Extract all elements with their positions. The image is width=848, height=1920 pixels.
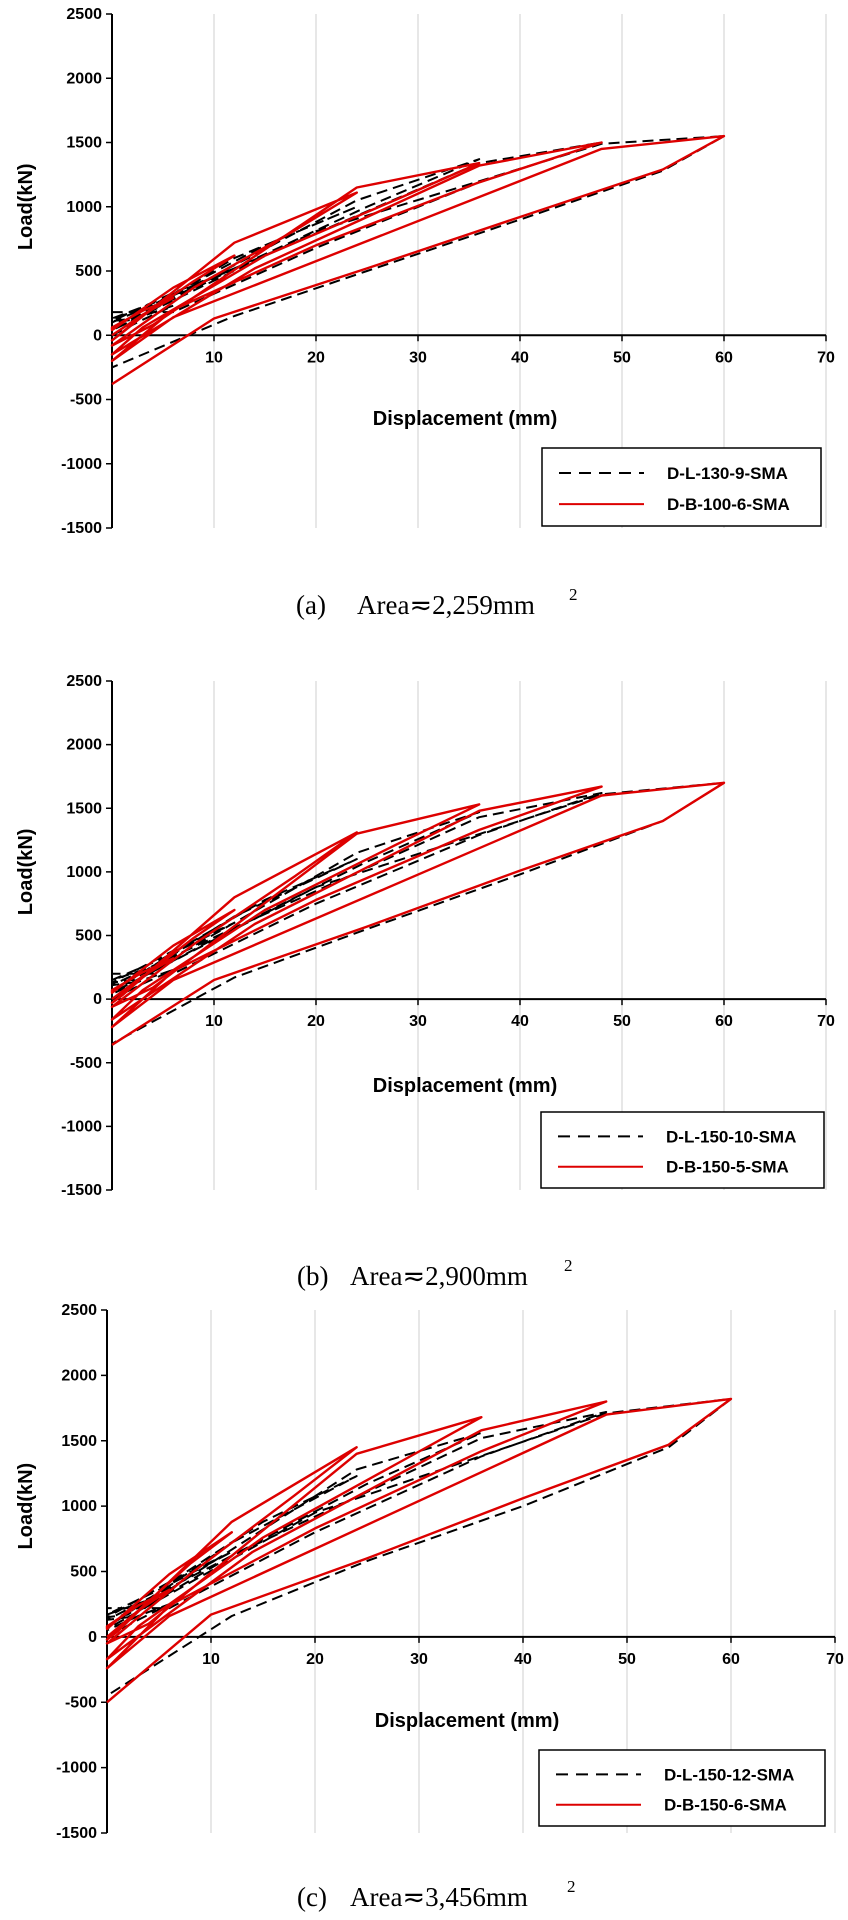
y-tick-label: 2500 [66,6,102,23]
y-tick-label: 500 [75,263,102,280]
caption-text: Area≂2,900mm [350,1261,528,1291]
y-tick-label: -1000 [61,1118,102,1135]
x-tick-label: 30 [409,1013,427,1030]
legend-label: D-B-150-5-SMA [666,1158,789,1177]
x-tick-label: 60 [715,1013,733,1030]
legend: D-L-150-10-SMA D-B-150-5-SMA [540,1111,825,1189]
y-tick-label: -1500 [56,1825,97,1842]
y-tick-label: -500 [70,392,102,409]
x-tick-label: 60 [722,1651,740,1668]
legend-label: D-B-100-6-SMA [667,495,790,514]
legend-label: D-L-130-9-SMA [667,464,788,483]
x-tick-label: 10 [205,1013,223,1030]
y-axis-title: Load(kN) [15,1463,37,1550]
caption-label: (a) [296,590,326,620]
y-tick-label: -1500 [61,1182,102,1199]
x-tick-label: 40 [514,1651,532,1668]
y-tick-label: 2000 [66,737,102,754]
y-tick-label: 500 [70,1564,97,1581]
y-tick-label: -500 [65,1694,97,1711]
legend-box [540,1111,825,1189]
x-tick-label: 10 [205,349,223,366]
y-tick-label: 2500 [66,673,102,690]
x-tick-label: 70 [817,349,835,366]
legend: D-L-130-9-SMA D-B-100-6-SMA [541,447,822,527]
x-tick-label: 70 [817,1013,835,1030]
series-line-d-b-100-6-sma [110,134,726,386]
x-axis-title: Displacement (mm) [373,1075,558,1097]
y-tick-label: 2000 [66,70,102,87]
panel-caption: (c) Area≂3,456mm 2 [297,1877,576,1912]
caption-superscript: 2 [567,1877,576,1896]
y-tick-label: 2000 [61,1367,97,1384]
x-tick-label: 40 [511,349,529,366]
x-axis-title: Displacement (mm) [375,1710,560,1732]
chart-panel-c: 2500 2000 1500 1000 500 0 -500 -1000 -1500 10 20 30… [15,1302,844,1912]
x-tick-label: 50 [613,349,631,366]
x-axis-title: Displacement (mm) [373,408,558,430]
x-tick-label: 20 [307,349,325,366]
panel-caption: (a) Area≂2,259mm 2 [296,585,578,620]
panel-caption: (b) Area≂2,900mm 2 [297,1256,573,1291]
legend-label: D-L-150-10-SMA [666,1127,796,1146]
y-axis-title: Load(kN) [15,829,37,916]
x-tick-label: 30 [409,349,427,366]
legend: D-L-150-12-SMA D-B-150-6-SMA [538,1749,826,1827]
x-tick-label: 20 [306,1651,324,1668]
y-axis-title: Load(kN) [15,163,37,250]
y-tick-label: -1000 [61,456,102,473]
caption-superscript: 2 [564,1256,573,1275]
x-tick-label: 30 [410,1651,428,1668]
chart-panel-b: 2500 2000 1500 1000 500 0 -500 -1000 -1500 10 20 30… [15,673,835,1291]
y-tick-label: -1000 [56,1760,97,1777]
y-tick-label: 1000 [61,1498,97,1515]
y-tick-label: -500 [70,1055,102,1072]
y-tick-label: 1000 [66,864,102,881]
y-tick-label: 1500 [66,135,102,152]
y-tick-label: 0 [88,1629,97,1646]
series-line-d-b-150-5-sma [110,781,726,1046]
x-tick-label: 60 [715,349,733,366]
y-tick-label: 1500 [66,800,102,817]
caption-text: Area≂3,456mm [350,1882,528,1912]
series-line-d-l-130-9-sma [111,135,725,369]
caption-text: Area≂2,259mm [357,590,535,620]
caption-label: (c) [297,1882,327,1912]
x-tick-label: 50 [618,1651,636,1668]
y-tick-label: 1000 [66,199,102,216]
caption-label: (b) [297,1261,328,1291]
series-line-d-b-150-6-sma [105,1397,733,1704]
x-tick-label: 40 [511,1013,529,1030]
chart-panel-a: 2500 2000 1500 1000 500 0 -500 -1000 -1500 10 20 30… [15,6,835,620]
y-tick-label: 500 [75,928,102,945]
legend-box [538,1749,826,1827]
x-tick-label: 70 [826,1651,844,1668]
caption-superscript: 2 [569,585,578,604]
x-tick-label: 50 [613,1013,631,1030]
y-tick-label: 0 [93,327,102,344]
x-tick-label: 20 [307,1013,325,1030]
legend-box [541,447,822,527]
y-tick-label: -1500 [61,520,102,537]
legend-label: D-B-150-6-SMA [664,1796,787,1815]
y-tick-label: 2500 [61,1302,97,1319]
y-tick-label: 0 [93,991,102,1008]
legend-label: D-L-150-12-SMA [664,1765,794,1784]
x-tick-label: 10 [202,1651,220,1668]
y-tick-label: 1500 [61,1433,97,1450]
